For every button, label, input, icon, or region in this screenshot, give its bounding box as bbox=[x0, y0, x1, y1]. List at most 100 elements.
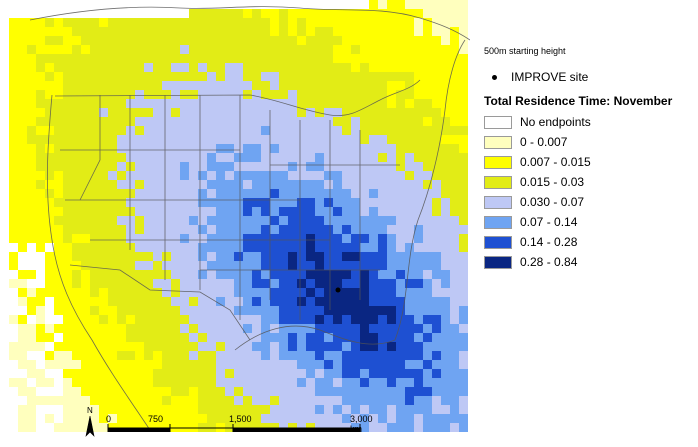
grid-cell bbox=[261, 270, 270, 279]
grid-cell bbox=[144, 306, 153, 315]
residence-time-grid bbox=[9, 0, 468, 432]
grid-cell bbox=[450, 18, 459, 27]
grid-cell bbox=[351, 324, 360, 333]
grid-cell bbox=[315, 270, 324, 279]
grid-cell bbox=[441, 126, 450, 135]
grid-cell bbox=[387, 396, 396, 405]
grid-cell bbox=[315, 279, 324, 288]
grid-cell bbox=[252, 18, 261, 27]
grid-cell bbox=[27, 225, 36, 234]
grid-cell bbox=[243, 279, 252, 288]
grid-cell bbox=[270, 45, 279, 54]
grid-cell bbox=[144, 81, 153, 90]
grid-cell bbox=[432, 63, 441, 72]
grid-cell bbox=[414, 405, 423, 414]
grid-cell bbox=[18, 243, 27, 252]
grid-cell bbox=[306, 270, 315, 279]
grid-cell bbox=[414, 387, 423, 396]
grid-cell bbox=[171, 63, 180, 72]
grid-cell bbox=[99, 90, 108, 99]
grid-cell bbox=[189, 135, 198, 144]
grid-cell bbox=[63, 414, 72, 423]
grid-cell bbox=[9, 324, 18, 333]
grid-cell bbox=[180, 72, 189, 81]
legend-class-row: 0.015 - 0.03 bbox=[484, 174, 584, 190]
grid-cell bbox=[324, 162, 333, 171]
grid-cell bbox=[18, 81, 27, 90]
grid-cell bbox=[9, 252, 18, 261]
grid-cell bbox=[252, 315, 261, 324]
grid-cell bbox=[45, 288, 54, 297]
grid-cell bbox=[81, 144, 90, 153]
grid-cell bbox=[18, 369, 27, 378]
grid-cell bbox=[342, 351, 351, 360]
grid-cell bbox=[72, 423, 81, 432]
grid-cell bbox=[243, 324, 252, 333]
grid-cell bbox=[198, 261, 207, 270]
grid-cell bbox=[99, 315, 108, 324]
grid-cell bbox=[270, 153, 279, 162]
grid-cell bbox=[459, 234, 468, 243]
grid-cell bbox=[108, 72, 117, 81]
grid-cell bbox=[9, 414, 18, 423]
grid-cell bbox=[432, 234, 441, 243]
grid-cell bbox=[126, 270, 135, 279]
grid-cell bbox=[270, 99, 279, 108]
grid-cell bbox=[342, 315, 351, 324]
grid-cell bbox=[54, 126, 63, 135]
grid-cell bbox=[117, 27, 126, 36]
grid-cell bbox=[162, 207, 171, 216]
grid-cell bbox=[36, 261, 45, 270]
grid-cell bbox=[135, 171, 144, 180]
grid-cell bbox=[144, 189, 153, 198]
legend-class-label: 0.007 - 0.015 bbox=[520, 155, 591, 169]
grid-cell bbox=[9, 153, 18, 162]
grid-cell bbox=[81, 243, 90, 252]
grid-cell bbox=[279, 81, 288, 90]
grid-cell bbox=[198, 63, 207, 72]
grid-cell bbox=[171, 297, 180, 306]
grid-cell bbox=[81, 108, 90, 117]
grid-cell bbox=[234, 252, 243, 261]
grid-cell bbox=[378, 153, 387, 162]
grid-cell bbox=[387, 0, 396, 9]
grid-cell bbox=[360, 315, 369, 324]
grid-cell bbox=[360, 117, 369, 126]
grid-cell bbox=[9, 288, 18, 297]
grid-cell bbox=[405, 135, 414, 144]
grid-cell bbox=[351, 243, 360, 252]
grid-cell bbox=[378, 216, 387, 225]
grid-cell bbox=[162, 99, 171, 108]
grid-cell bbox=[144, 63, 153, 72]
grid-cell bbox=[99, 135, 108, 144]
grid-cell bbox=[72, 234, 81, 243]
grid-cell bbox=[234, 36, 243, 45]
grid-cell bbox=[171, 342, 180, 351]
grid-cell bbox=[414, 216, 423, 225]
grid-cell bbox=[297, 378, 306, 387]
grid-cell bbox=[234, 342, 243, 351]
grid-cell bbox=[207, 180, 216, 189]
grid-cell bbox=[117, 297, 126, 306]
grid-cell bbox=[90, 81, 99, 90]
grid-cell bbox=[18, 144, 27, 153]
grid-cell bbox=[216, 279, 225, 288]
grid-cell bbox=[324, 117, 333, 126]
grid-cell bbox=[189, 144, 198, 153]
north-arrow-icon: N bbox=[85, 406, 95, 437]
grid-cell bbox=[252, 279, 261, 288]
grid-cell bbox=[432, 342, 441, 351]
grid-cell bbox=[441, 333, 450, 342]
grid-cell bbox=[216, 396, 225, 405]
grid-cell bbox=[198, 180, 207, 189]
grid-cell bbox=[99, 369, 108, 378]
grid-cell bbox=[459, 9, 468, 18]
grid-cell bbox=[333, 117, 342, 126]
grid-cell bbox=[378, 90, 387, 99]
grid-cell bbox=[387, 117, 396, 126]
grid-cell bbox=[378, 324, 387, 333]
grid-cell bbox=[450, 306, 459, 315]
grid-cell bbox=[288, 216, 297, 225]
grid-cell bbox=[459, 288, 468, 297]
grid-cell bbox=[441, 198, 450, 207]
